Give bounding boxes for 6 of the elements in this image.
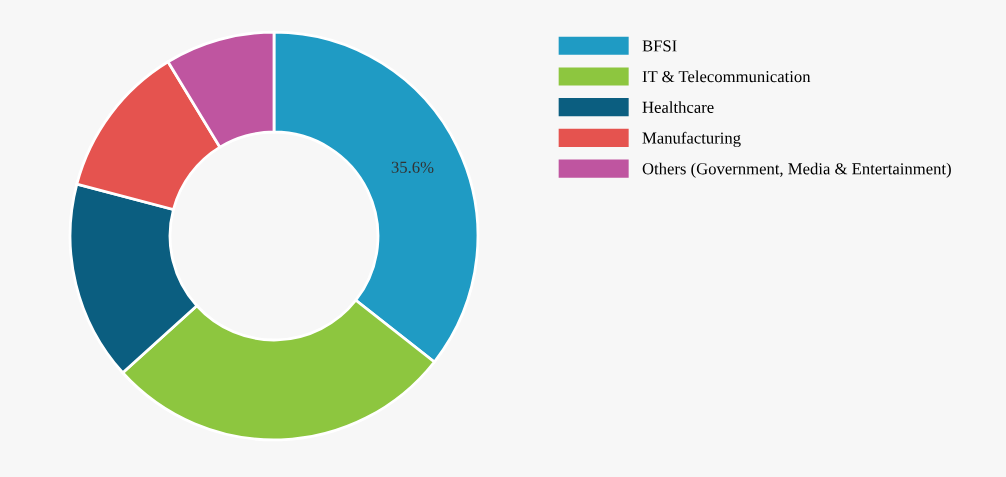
- legend-label: Others (Government, Media & Entertainment): [642, 162, 951, 178]
- legend-label: Manufacturing: [642, 131, 741, 148]
- legend-label: BFSI: [642, 40, 677, 52]
- legend-label: Healthcare: [642, 101, 714, 113]
- data-label: 35.6%: [391, 161, 434, 173]
- legend-label: IT & Telecommunication: [642, 70, 811, 83]
